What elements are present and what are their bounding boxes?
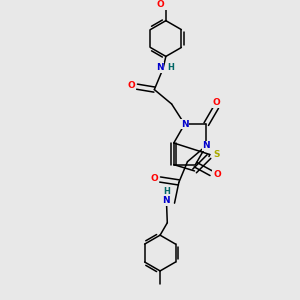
Text: H: H	[163, 187, 170, 196]
Text: O: O	[212, 98, 220, 107]
Text: N: N	[163, 196, 170, 206]
Text: O: O	[213, 170, 221, 179]
Text: N: N	[202, 141, 210, 150]
Text: N: N	[181, 120, 188, 129]
Text: N: N	[156, 63, 163, 72]
Text: H: H	[168, 63, 175, 72]
Text: O: O	[128, 81, 135, 90]
Text: O: O	[157, 0, 164, 9]
Text: S: S	[213, 150, 219, 159]
Text: O: O	[150, 174, 158, 183]
